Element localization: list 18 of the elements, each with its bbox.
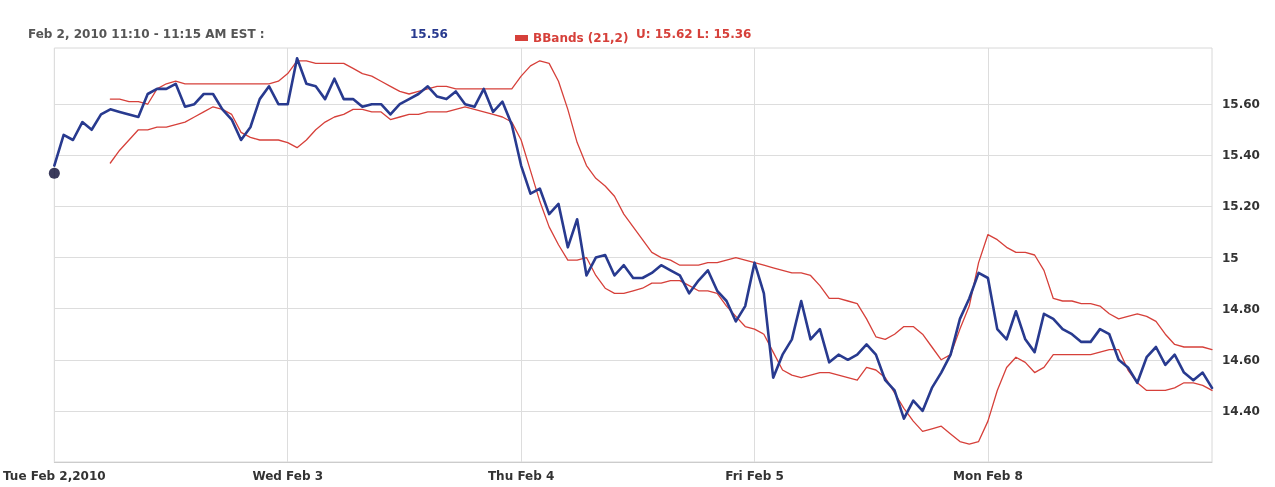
y-tick-label: 14.40 (1222, 403, 1260, 418)
y-tick-label: 15.20 (1222, 199, 1260, 214)
x-tick-label: Mon Feb 8 (953, 469, 1023, 483)
y-tick-label: 15 (1222, 250, 1239, 265)
line-series (109, 60, 1213, 361)
x-tick-label: Fri Feb 5 (725, 469, 784, 483)
y-tick-label: 15.40 (1222, 148, 1260, 163)
line-series (109, 106, 1213, 445)
x-tick-label: Wed Feb 3 (252, 469, 324, 483)
legend-label: BBands (21,2) (533, 31, 629, 45)
text: 15.56 (410, 27, 448, 41)
x-tick-label: Tue Feb 2,2010 (3, 469, 106, 483)
y-tick-label: 14.80 (1222, 301, 1260, 316)
x-tick-label: Thu Feb 4 (487, 469, 555, 483)
text: U: 15.62 L: 15.36 (636, 27, 752, 41)
y-tick-label: 14.60 (1222, 352, 1260, 367)
y-tick-label: 15.60 (1222, 97, 1260, 112)
text: Feb 2, 2010 11:10 - 11:15 AM EST : (28, 27, 265, 41)
